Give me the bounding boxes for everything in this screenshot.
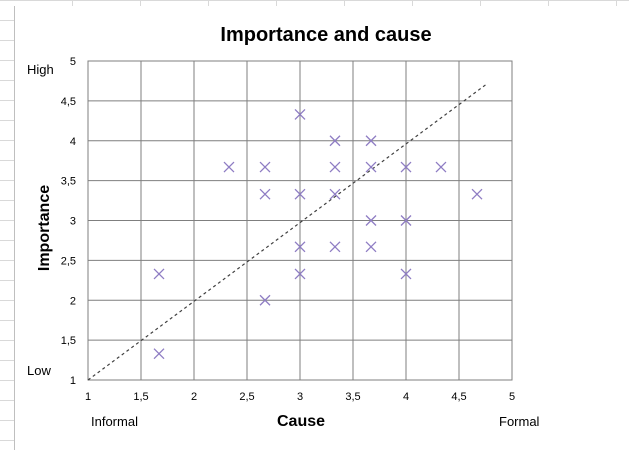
marker-stroke (329, 161, 341, 173)
data-point-marker (471, 188, 483, 200)
marker-stroke (329, 188, 341, 200)
data-point-marker (294, 241, 306, 253)
marker-stroke (294, 241, 306, 253)
marker-stroke (294, 268, 306, 280)
marker-stroke (400, 215, 412, 226)
sheet-row-line (0, 0, 629, 1)
marker-stroke (329, 241, 341, 253)
marker-stroke (435, 161, 447, 173)
x-tick-label: 2,5 (239, 391, 254, 403)
y-tick-label: 3 (70, 216, 76, 228)
data-point-marker (435, 161, 447, 173)
data-point-marker (259, 188, 271, 200)
x-max-end-label: Formal (499, 414, 540, 429)
data-point-marker (259, 161, 271, 173)
data-point-marker (294, 268, 306, 280)
y-axis-title: Importance (36, 185, 53, 271)
trendline-layer (87, 84, 486, 381)
x-tick-label: 4 (403, 391, 409, 403)
plot-area-border (87, 60, 513, 381)
y-tick-label: 1,5 (61, 335, 76, 347)
chart-title: Importance and cause (220, 24, 431, 46)
marker-stroke (365, 161, 377, 173)
marker-stroke (471, 188, 483, 200)
data-point-marker (294, 188, 306, 200)
x-tick-label: 5 (509, 391, 515, 403)
data-point-marker (329, 188, 341, 200)
trendline (87, 84, 486, 381)
marker-stroke (294, 108, 306, 120)
data-point-marker (365, 215, 377, 226)
marker-stroke (259, 161, 271, 173)
marker-stroke (365, 215, 377, 226)
data-point-marker (400, 268, 412, 280)
data-point-marker (259, 294, 271, 306)
marker-stroke (153, 268, 165, 280)
y-max-end-label: High (27, 62, 54, 77)
y-min-end-label: Low (27, 363, 51, 378)
y-tick-label: 5 (70, 56, 76, 68)
x-tick-label: 3,5 (345, 391, 360, 403)
data-point-marker (365, 161, 377, 173)
data-point-marker (153, 348, 165, 360)
marker-stroke (153, 348, 165, 360)
marker-stroke (259, 188, 271, 200)
data-points (153, 108, 483, 360)
marker-stroke (365, 241, 377, 253)
tick-labels: 1 1,5 2 2,5 3 3,5 4 4,5 5 1 1,5 2 2,5 3 3,5 4 4,5 5 (61, 56, 515, 403)
marker-stroke (329, 135, 341, 147)
y-tick-label: 3,5 (61, 176, 76, 188)
marker-stroke (223, 161, 235, 173)
y-tick-label: 2,5 (61, 255, 76, 267)
grid-lines (87, 60, 513, 381)
data-point-marker (153, 268, 165, 280)
chart-object[interactable]: Importance and cause Cause Importance In… (14, 6, 629, 450)
data-point-marker (365, 241, 377, 253)
x-tick-label: 1,5 (133, 391, 148, 403)
x-axis-title: Cause (277, 413, 325, 430)
marker-stroke (365, 135, 377, 147)
scatter-chart: Importance and cause Cause Importance In… (27, 24, 540, 430)
marker-stroke (400, 161, 412, 173)
y-tick-label: 1 (70, 375, 76, 387)
data-point-marker (329, 161, 341, 173)
data-point-marker (365, 135, 377, 147)
data-point-marker (223, 161, 235, 173)
data-point-marker (329, 135, 341, 147)
marker-stroke (294, 188, 306, 200)
y-tick-label: 2 (70, 295, 76, 307)
data-point-marker (329, 241, 341, 253)
data-point-marker (400, 215, 412, 226)
x-min-end-label: Informal (91, 414, 138, 429)
marker-stroke (400, 268, 412, 280)
x-tick-label: 3 (297, 391, 303, 403)
y-tick-label: 4,5 (61, 96, 76, 108)
marker-stroke (259, 294, 271, 306)
data-point-marker (294, 108, 306, 120)
x-tick-label: 2 (191, 391, 197, 403)
y-tick-label: 4 (70, 136, 76, 148)
x-tick-label: 1 (85, 391, 91, 403)
data-point-marker (400, 161, 412, 173)
x-tick-label: 4,5 (451, 391, 466, 403)
